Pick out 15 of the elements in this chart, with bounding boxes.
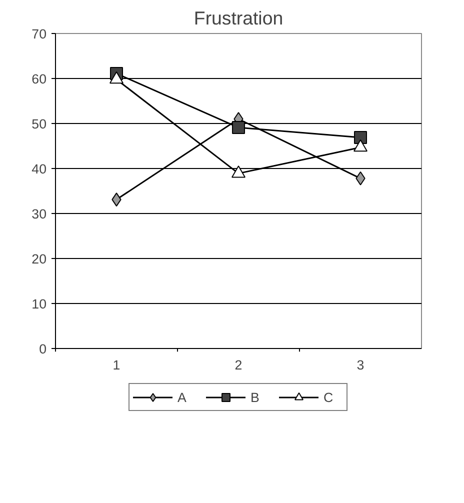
y-tick-label: 10 bbox=[32, 296, 47, 312]
y-tick-label: 0 bbox=[39, 342, 47, 356]
y-tick-label: 50 bbox=[32, 116, 47, 132]
legend-label: B bbox=[250, 390, 260, 404]
legend-label: C bbox=[324, 390, 334, 404]
x-tick-label: 3 bbox=[356, 358, 364, 372]
legend-label: A bbox=[178, 390, 188, 404]
y-tick-label: 30 bbox=[32, 206, 47, 222]
y-tick-label: 60 bbox=[32, 72, 47, 86]
x-tick-label: 1 bbox=[112, 358, 120, 372]
y-tick-label: 40 bbox=[32, 162, 47, 176]
x-tick-label: 2 bbox=[234, 358, 242, 372]
y-tick-label: 20 bbox=[32, 252, 47, 266]
y-tick-label: 70 bbox=[32, 26, 47, 42]
chart-title: Frustration bbox=[194, 8, 284, 28]
